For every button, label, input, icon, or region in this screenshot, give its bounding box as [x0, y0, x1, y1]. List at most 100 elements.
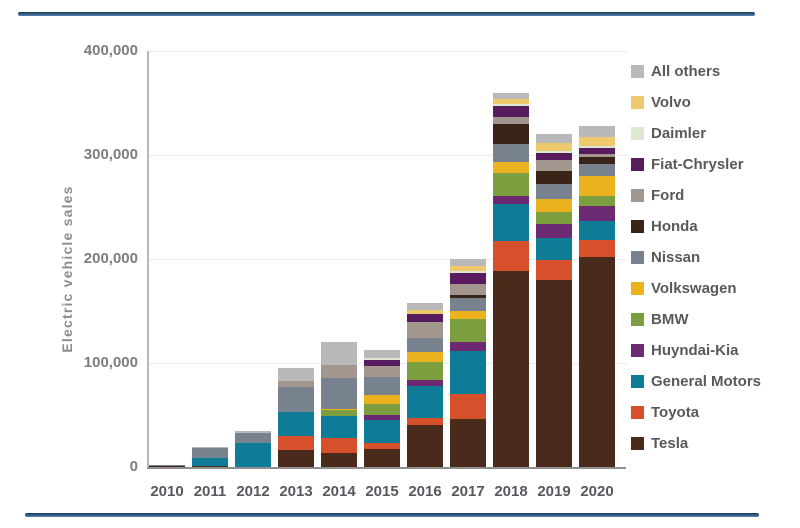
segment-bmw	[579, 195, 615, 206]
segment-toyota	[450, 394, 486, 420]
segment-huyndai-kia	[407, 379, 443, 386]
segment-all-others	[407, 302, 443, 311]
segment-tesla	[321, 453, 357, 467]
segment-general-motors	[278, 411, 314, 436]
segment-honda	[493, 123, 529, 144]
legend-swatch-icon	[631, 313, 644, 326]
segment-bmw	[407, 361, 443, 380]
segment-nissan	[278, 386, 314, 412]
segment-general-motors	[235, 443, 271, 467]
x-tick-label: 2012	[236, 483, 270, 500]
legend-item-volkswagen: Volkswagen	[631, 273, 761, 304]
segment-volkswagen	[536, 198, 572, 213]
legend-item-honda: Honda	[631, 211, 761, 242]
segment-general-motors	[149, 465, 185, 467]
segment-daimler	[450, 270, 486, 273]
segment-tesla	[407, 425, 443, 467]
segment-volvo	[493, 98, 529, 105]
segment-ford	[364, 366, 400, 377]
segment-fiat-chrysler	[407, 314, 443, 323]
segment-bmw	[536, 212, 572, 224]
legend-swatch-icon	[631, 344, 644, 357]
legend-swatch-icon	[631, 189, 644, 202]
segment-general-motors	[536, 238, 572, 261]
segment-all-others	[450, 259, 486, 267]
segment-toyota	[536, 260, 572, 280]
legend-label: Toyota	[651, 404, 700, 421]
legend-item-general-motors: General Motors	[631, 366, 761, 397]
legend-item-nissan: Nissan	[631, 242, 761, 273]
legend-label: Volvo	[651, 94, 691, 111]
segment-huyndai-kia	[579, 205, 615, 221]
x-tick-label: 2013	[279, 483, 313, 500]
x-tick-label: 2015	[365, 483, 399, 500]
y-tick-label: 400,000	[83, 42, 138, 59]
segment-tesla	[493, 271, 529, 467]
segment-nissan	[235, 432, 271, 444]
bar-2014	[321, 342, 357, 467]
legend-swatch-icon	[631, 127, 644, 140]
x-tick-label: 2011	[193, 483, 227, 500]
x-tick-label: 2018	[494, 483, 528, 500]
x-tick-label: 2019	[537, 483, 571, 500]
top-divider	[18, 12, 755, 16]
segment-ford	[407, 322, 443, 339]
segment-toyota	[407, 418, 443, 426]
legend-label: Ford	[651, 187, 685, 204]
legend-label: Huyndai-Kia	[651, 342, 739, 359]
segment-ford	[579, 154, 615, 158]
segment-ford	[536, 160, 572, 171]
segment-nissan	[364, 376, 400, 396]
y-axis-line	[147, 51, 149, 469]
segment-nissan	[450, 297, 486, 312]
bar-2015	[364, 349, 400, 467]
segment-bmw	[364, 403, 400, 416]
segment-nissan	[321, 377, 357, 409]
segment-tesla	[536, 279, 572, 467]
segment-volkswagen	[493, 162, 529, 173]
segment-general-motors	[321, 416, 357, 438]
legend-label: Fiat-Chrysler	[651, 156, 744, 173]
y-tick-label: 200,000	[83, 250, 138, 267]
gridline	[148, 51, 627, 52]
legend-swatch-icon	[631, 437, 644, 450]
segment-general-motors	[192, 457, 228, 467]
legend: All others Volvo Daimler Fiat-Chrysler Ford H…	[631, 56, 761, 459]
segment-fiat-chrysler	[536, 153, 572, 161]
legend-swatch-icon	[631, 375, 644, 388]
legend-label: General Motors	[651, 373, 762, 390]
x-tick-label: 2020	[580, 483, 614, 500]
segment-tesla	[278, 450, 314, 467]
segment-fiat-chrysler	[364, 359, 400, 367]
segment-volkswagen	[579, 175, 615, 196]
segment-huyndai-kia	[364, 415, 400, 421]
legend-swatch-icon	[631, 406, 644, 419]
y-axis-title: Electric vehicle sales	[59, 185, 75, 353]
segment-daimler	[536, 150, 572, 153]
legend-item-fiat-chrysler: Fiat-Chrysler	[631, 149, 761, 180]
segment-all-others	[321, 342, 357, 366]
segment-volkswagen	[321, 408, 357, 410]
legend-item-tesla: Tesla	[631, 428, 761, 459]
bar-2012	[235, 430, 271, 467]
segment-nissan	[192, 448, 228, 458]
legend-item-huyndai-kia: Huyndai-Kia	[631, 335, 761, 366]
segment-daimler	[579, 145, 615, 148]
segment-general-motors	[450, 350, 486, 395]
segment-tesla	[192, 466, 228, 467]
legend-label: Honda	[651, 218, 698, 235]
segment-huyndai-kia	[493, 195, 529, 204]
segment-general-motors	[407, 385, 443, 419]
legend-item-ford: Ford	[631, 180, 761, 211]
segment-all-others	[579, 125, 615, 138]
segment-fiat-chrysler	[579, 147, 615, 155]
segment-fiat-chrysler	[493, 106, 529, 117]
segment-nissan	[407, 338, 443, 352]
bar-2018	[493, 92, 529, 467]
y-tick-label: 300,000	[83, 146, 138, 163]
legend-label: Daimler	[651, 125, 707, 142]
segment-general-motors	[493, 203, 529, 242]
segment-nissan	[536, 184, 572, 199]
legend-label: BMW	[651, 311, 689, 328]
segment-honda	[536, 170, 572, 185]
